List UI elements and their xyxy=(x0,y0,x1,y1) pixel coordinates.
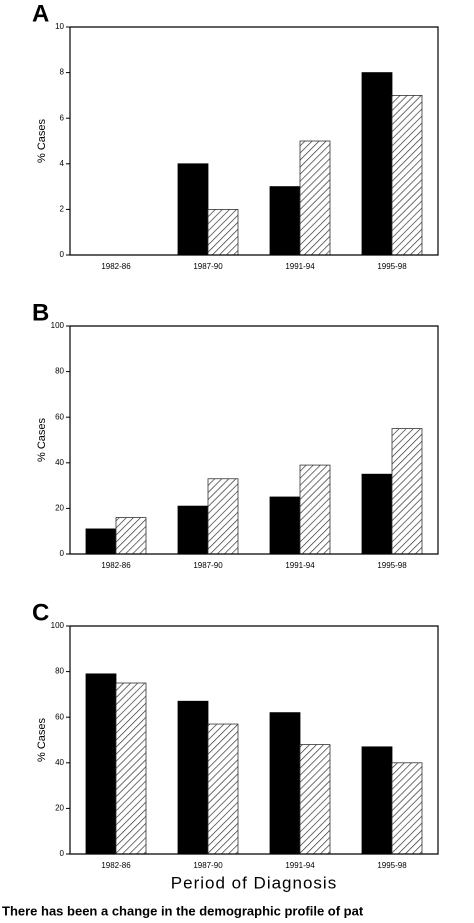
y-tick-label: 100 xyxy=(51,321,65,330)
bar xyxy=(85,528,117,555)
y-tick-label: 0 xyxy=(60,549,65,558)
x-tick-label: 1982-86 xyxy=(101,861,131,870)
y-tick-label: 8 xyxy=(60,68,65,77)
y-tick-label: 6 xyxy=(60,113,65,122)
bar xyxy=(391,428,423,555)
x-tick-label: 1982-86 xyxy=(101,262,131,271)
panel-label: C xyxy=(32,599,49,626)
y-tick-label: 100 xyxy=(51,621,65,630)
y-axis-label: % Cases xyxy=(36,717,48,762)
y-tick-label: 2 xyxy=(60,205,65,214)
bar xyxy=(361,72,393,256)
bar xyxy=(299,140,331,256)
axis-frame xyxy=(69,26,439,256)
x-tick-label: 1995-98 xyxy=(377,861,407,870)
y-axis-label: % Cases xyxy=(36,118,48,163)
bar xyxy=(269,496,301,555)
bar xyxy=(391,95,423,256)
x-tick-label: 1995-98 xyxy=(377,262,407,271)
x-tick-label: 1991-94 xyxy=(285,861,315,870)
y-tick-label: 40 xyxy=(55,458,64,467)
bar xyxy=(269,186,301,256)
axis-frame xyxy=(69,625,439,855)
panel-label: A xyxy=(32,0,49,27)
bar xyxy=(207,208,239,256)
bar xyxy=(115,682,147,855)
y-tick-label: 4 xyxy=(60,159,65,168)
x-tick-label: 1987-90 xyxy=(193,861,223,870)
bar xyxy=(299,744,331,855)
x-tick-label: 1995-98 xyxy=(377,561,407,570)
y-tick-label: 0 xyxy=(60,849,65,858)
y-tick-label: 60 xyxy=(55,412,64,421)
x-tick-label: 1987-90 xyxy=(193,262,223,271)
y-tick-label: 10 xyxy=(55,22,64,31)
bar xyxy=(177,163,209,256)
bar xyxy=(85,673,117,855)
bar xyxy=(177,505,209,555)
bar xyxy=(115,517,147,555)
y-tick-label: 60 xyxy=(55,712,64,721)
panel-label: B xyxy=(32,299,49,326)
bar xyxy=(299,464,331,555)
bar xyxy=(361,473,393,555)
caption: There has been a change in the demograph… xyxy=(2,903,364,918)
bar xyxy=(391,762,423,855)
x-tick-label: 1987-90 xyxy=(193,561,223,570)
y-tick-label: 40 xyxy=(55,758,64,767)
axis-frame xyxy=(69,325,439,555)
x-tick-label: 1982-86 xyxy=(101,561,131,570)
bar xyxy=(269,712,301,855)
y-tick-label: 0 xyxy=(60,250,65,259)
bar xyxy=(207,723,239,855)
x-tick-label: 1991-94 xyxy=(285,561,315,570)
x-tick-label: 1991-94 xyxy=(285,262,315,271)
y-axis-label: % Cases xyxy=(36,417,48,462)
y-tick-label: 20 xyxy=(55,804,64,813)
x-axis-label: Period of Diagnosis xyxy=(171,873,337,892)
bar xyxy=(177,700,209,855)
bar xyxy=(361,746,393,855)
y-tick-label: 80 xyxy=(55,367,64,376)
bar xyxy=(207,478,239,555)
y-tick-label: 80 xyxy=(55,667,64,676)
y-tick-label: 20 xyxy=(55,504,64,513)
